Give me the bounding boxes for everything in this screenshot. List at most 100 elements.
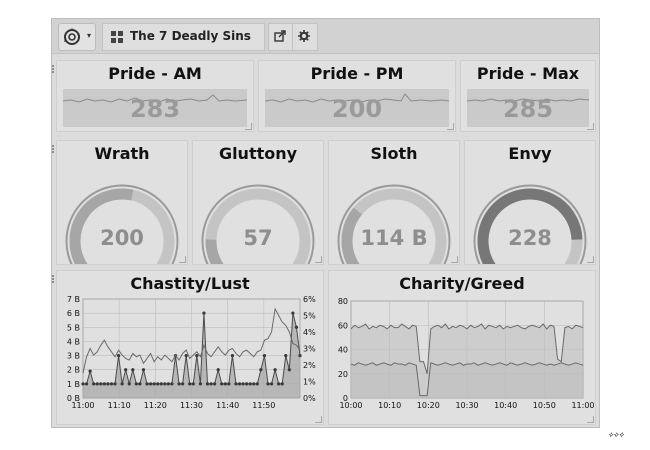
panel-sloth[interactable]: Sloth 114 B [328,140,460,265]
row-drag-handle[interactable] [52,145,56,153]
x-tick-label: 10:30 [455,401,478,410]
gauge [201,184,315,264]
gauge-outer-ring [473,184,587,264]
panel-chastity-lust[interactable]: Chastity/Lust 0 B 1 B 2 B 3 B 4 B 5 B 6 B 7 B 0%… [52,270,324,425]
y-tick-label: 60 [338,321,348,330]
data-point [216,368,220,372]
y-tick-label: 7 B [67,295,80,304]
panel-title: Envy [508,144,552,163]
panel-title: Charity/Greed [399,274,525,293]
dashboard-picker[interactable]: The 7 Deadly Sins [102,23,265,51]
charity-greed-chart: 0 20 40 60 80 10:00 10:10 10:20 10:30 10:40 10:50 1… [338,297,595,410]
resize-handle[interactable] [451,256,458,263]
y-tick-label: 2 B [67,366,80,375]
panel-title: Pride - PM [310,64,404,83]
data-point [145,382,149,386]
resize-handle[interactable] [245,123,252,130]
share-icon [274,30,286,42]
panel-title: Chastity/Lust [130,274,250,293]
chevron-down-icon: ▾ [87,31,92,40]
panel-envy[interactable]: Envy 228 [464,140,596,265]
share-button[interactable] [268,23,294,51]
data-point [148,382,153,386]
panel-gluttony[interactable]: Gluttony 57 [192,140,324,265]
panel-charity-greed[interactable]: Charity/Greed 0 20 40 60 80 10:00 10:10 10:20 10… [328,270,596,425]
resize-handle[interactable] [587,256,594,263]
data-point [84,382,89,386]
y2-tick-label: 1% [303,378,316,387]
data-point [134,382,138,386]
sparkline-svg [467,98,589,102]
data-point [99,382,103,386]
data-point [298,353,302,358]
stat-value: 283 [129,95,181,123]
y2-tick-label: 5% [303,312,316,321]
data-point [152,382,156,386]
data-point [88,369,92,373]
panel-pride-max[interactable]: Pride - Max 285 [460,60,596,132]
resize-handle[interactable] [587,123,594,130]
data-point [131,368,135,372]
sparkline [63,89,247,127]
grafana-menu-button[interactable]: ▾ [58,23,96,51]
data-point [181,382,185,386]
data-point [266,382,270,386]
data-point [92,382,96,386]
gauge-value: 114 B [360,226,428,250]
data-point [109,382,114,386]
data-point [227,382,231,386]
y-tick-label: 4 B [67,337,80,346]
data-point [252,382,256,386]
resize-handle[interactable] [315,256,322,263]
settings-button[interactable] [292,23,318,51]
row-drag-handle[interactable] [52,65,56,73]
stat-value: 200 [331,95,383,123]
data-point [248,382,252,386]
sparkline [467,89,589,127]
data-point [188,382,192,386]
x-tick-label: 11:10 [108,401,131,410]
y-tick-label: 5 B [67,323,80,332]
x-tick-label: 11:20 [144,401,167,410]
sparkline-svg [63,94,247,103]
y-tick-label: 80 [338,297,348,306]
data-point [284,353,288,358]
data-point [102,382,106,386]
gauge-outer-ring [65,184,179,264]
x-tick-label: 10:20 [417,401,440,410]
panel-pride-pm[interactable]: Pride - PM 200 [258,60,456,132]
resize-handle[interactable] [315,416,322,423]
x-tick-label: 11:00 [571,401,594,410]
data-point [237,382,242,386]
data-point [113,382,117,386]
resize-handle[interactable] [179,256,186,263]
y-tick-label: 40 [338,346,348,355]
data-point [202,311,206,315]
resize-handle[interactable] [587,416,594,423]
data-point [287,368,291,372]
y2-tick-label: 3% [303,345,316,354]
y-tick-label: 20 [338,370,348,379]
data-point [205,382,210,386]
y2-tick-label: 0% [303,394,316,403]
x-tick-label: 11:00 [71,401,94,410]
chastity-lust-chart: 0 B 1 B 2 B 3 B 4 B 5 B 6 B 7 B 0% 1% 2% 3% 4% 5% 6% 11… [67,295,316,410]
resize-handle[interactable] [447,123,454,130]
series-line [350,323,584,374]
panel-pride-am[interactable]: Pride - AM 283 [52,60,254,132]
y-tick-label: 3 B [67,352,80,361]
data-point [95,382,99,386]
x-tick-label: 10:40 [494,401,517,410]
data-point [209,382,213,386]
y-tick-label: 1 B [67,380,80,389]
row-drag-handle[interactable] [52,275,56,283]
data-point [230,353,235,358]
panel-wrath[interactable]: Wrath 200 [52,140,188,265]
gauge-outer-ring [337,184,451,264]
gauge-value: 57 [243,226,273,250]
data-point [273,368,277,372]
artist-signature: ⟡⟡⟡ [608,430,624,439]
gauge-fill [477,188,583,264]
gauge [473,184,587,264]
data-point [277,382,281,386]
